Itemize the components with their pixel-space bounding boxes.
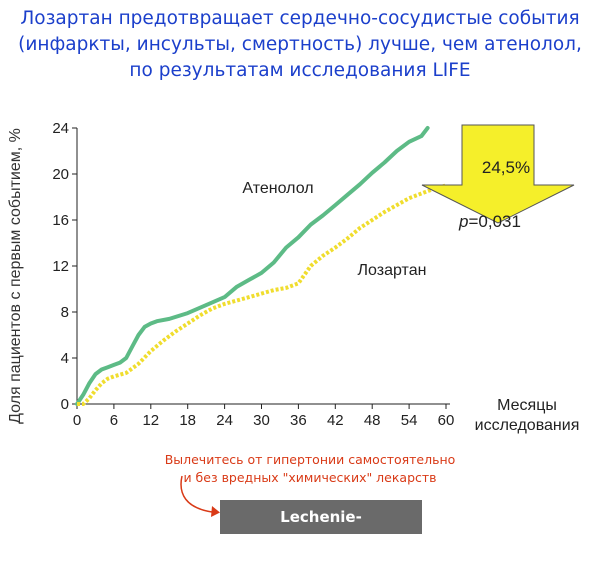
y-tick-label: 24: [52, 120, 69, 137]
x-tick-label: 42: [327, 412, 344, 429]
title-line-3: по результатам исследования LIFE: [129, 60, 471, 81]
series-line-atenolol: [75, 126, 430, 406]
p-symbol: p: [458, 212, 468, 231]
y-tick-label: 8: [61, 304, 69, 321]
x-tick-label: 30: [253, 412, 270, 429]
series-line-losartan: [77, 183, 447, 406]
y-tick-label: 20: [52, 166, 69, 183]
y-tick-label: 16: [52, 212, 69, 229]
y-tick-label: 4: [61, 350, 69, 367]
x-tick-label: 60: [438, 412, 455, 429]
x-tick-label: 36: [290, 412, 307, 429]
promo-arrow-icon: [180, 475, 220, 517]
promo-line-2: и без вредных "химических" лекарств: [183, 470, 437, 485]
chart-title: Лозартан предотвращает сердечно-сосудист…: [0, 6, 600, 84]
reduction-arrow: [421, 124, 575, 224]
promo-text: Вылечитесь от гипертонии самостоятельно …: [150, 451, 470, 487]
x-axis-label-line1: Месяцы: [497, 397, 557, 414]
x-tick-label: 6: [110, 412, 118, 429]
site-link-button[interactable]: Lechenie-Gipertonii.Info: [220, 500, 422, 560]
x-tick-label: 24: [216, 412, 233, 429]
y-tick-label: 12: [52, 258, 69, 275]
y-ticks: 0 4 8 12 16 20 24: [52, 120, 77, 413]
y-axis-label: Доля пациентов с первым событием, %: [7, 128, 24, 424]
promo-line-1: Вылечитесь от гипертонии самостоятельно: [164, 452, 456, 467]
x-tick-label: 12: [142, 412, 159, 429]
series-label-atenolol: Атенолол: [242, 180, 313, 197]
x-tick-label: 48: [364, 412, 381, 429]
x-tick-label: 0: [73, 412, 81, 429]
x-ticks: 0 6 12 18 24 30 36 42 48 54 60: [73, 404, 455, 429]
x-axis-label-line2: исследования: [475, 417, 580, 434]
p-number: =0,031: [468, 212, 520, 231]
p-value: p=0,031: [458, 212, 521, 231]
series-label-losartan: Лозартан: [358, 262, 427, 279]
title-line-2: (инфаркты, инсульты, смертность) лучше, …: [18, 34, 582, 55]
x-tick-label: 54: [401, 412, 418, 429]
title-line-1: Лозартан предотвращает сердечно-сосудист…: [20, 8, 580, 29]
x-tick-label: 18: [179, 412, 196, 429]
y-tick-label: 0: [61, 396, 69, 413]
reduction-value: 24,5%: [482, 158, 530, 177]
